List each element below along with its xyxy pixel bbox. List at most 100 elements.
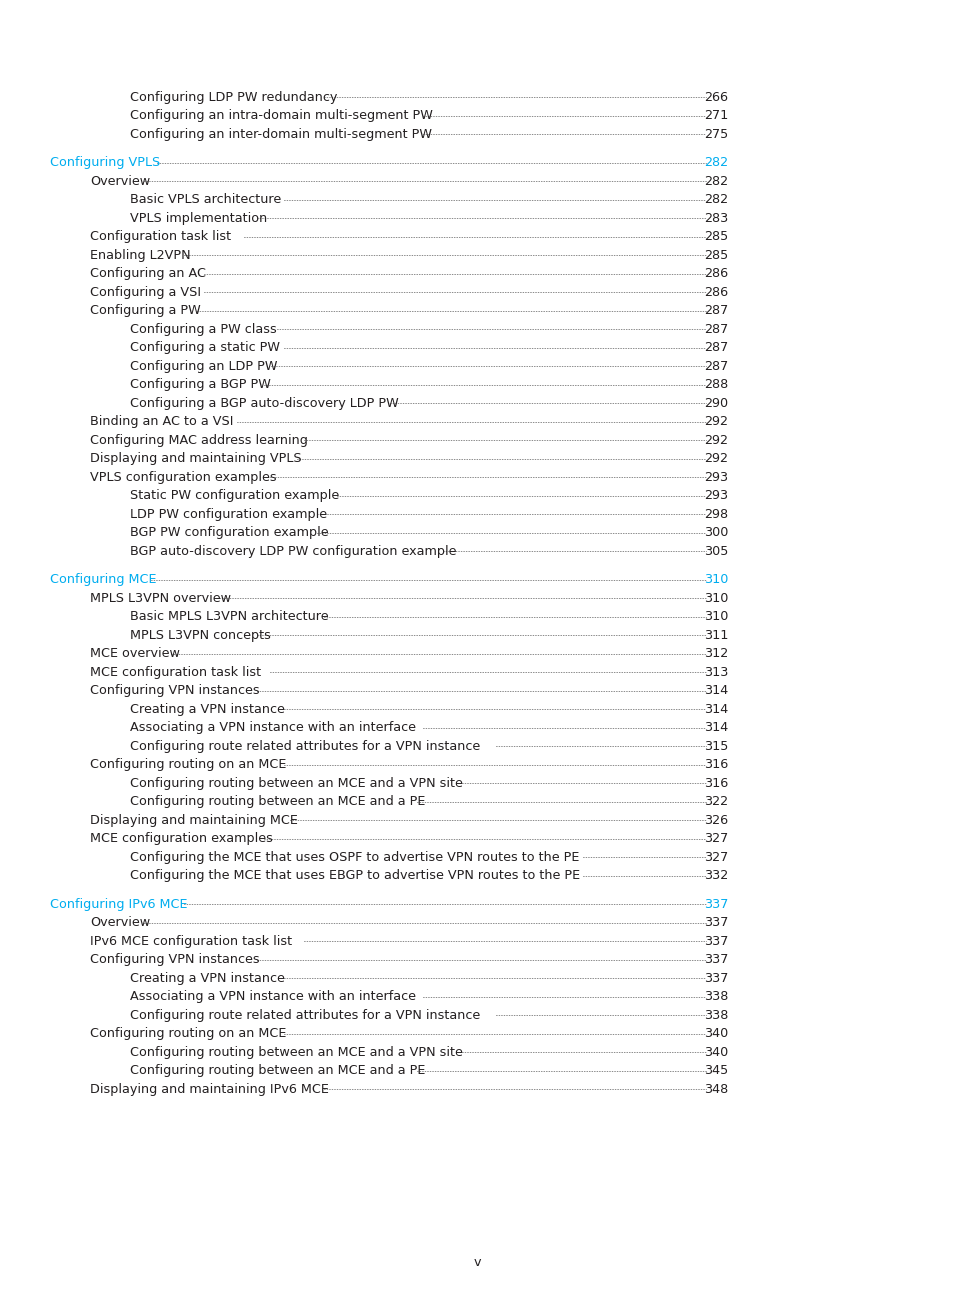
Text: 327: 327 bbox=[703, 832, 727, 845]
Text: Static PW configuration example: Static PW configuration example bbox=[130, 490, 339, 503]
Text: Associating a VPN instance with an interface: Associating a VPN instance with an inter… bbox=[130, 990, 416, 1003]
Text: 305: 305 bbox=[703, 544, 727, 557]
Text: 310: 310 bbox=[703, 592, 727, 605]
Text: 313: 313 bbox=[703, 666, 727, 679]
Text: MCE overview: MCE overview bbox=[90, 647, 180, 660]
Text: 316: 316 bbox=[703, 776, 727, 789]
Text: v: v bbox=[473, 1256, 480, 1269]
Text: Configuring a PW: Configuring a PW bbox=[90, 305, 200, 318]
Text: 314: 314 bbox=[703, 684, 727, 697]
Text: BGP PW configuration example: BGP PW configuration example bbox=[130, 526, 328, 539]
Text: 337: 337 bbox=[703, 934, 727, 947]
Text: 293: 293 bbox=[703, 490, 727, 503]
Text: Configuring the MCE that uses EBGP to advertise VPN routes to the PE: Configuring the MCE that uses EBGP to ad… bbox=[130, 870, 579, 883]
Text: Configuring routing between an MCE and a VPN site: Configuring routing between an MCE and a… bbox=[130, 776, 462, 789]
Text: Configuring MCE: Configuring MCE bbox=[50, 573, 156, 586]
Text: 287: 287 bbox=[703, 341, 727, 354]
Text: 288: 288 bbox=[703, 378, 727, 391]
Text: 322: 322 bbox=[703, 796, 727, 809]
Text: 275: 275 bbox=[703, 128, 727, 141]
Text: 316: 316 bbox=[703, 758, 727, 771]
Text: 283: 283 bbox=[703, 211, 727, 224]
Text: 292: 292 bbox=[703, 452, 727, 465]
Text: MPLS L3VPN concepts: MPLS L3VPN concepts bbox=[130, 629, 271, 642]
Text: 312: 312 bbox=[703, 647, 727, 660]
Text: 282: 282 bbox=[703, 157, 727, 170]
Text: 285: 285 bbox=[703, 249, 727, 262]
Text: 300: 300 bbox=[703, 526, 727, 539]
Text: Enabling L2VPN: Enabling L2VPN bbox=[90, 249, 191, 262]
Text: Configuring a BGP auto-discovery LDP PW: Configuring a BGP auto-discovery LDP PW bbox=[130, 397, 398, 410]
Text: 348: 348 bbox=[703, 1082, 727, 1095]
Text: Configuring routing between an MCE and a VPN site: Configuring routing between an MCE and a… bbox=[130, 1046, 462, 1059]
Text: Overview: Overview bbox=[90, 175, 150, 188]
Text: 282: 282 bbox=[703, 175, 727, 188]
Text: 337: 337 bbox=[703, 916, 727, 929]
Text: Configuring a PW class: Configuring a PW class bbox=[130, 323, 276, 336]
Text: 315: 315 bbox=[703, 740, 727, 753]
Text: Creating a VPN instance: Creating a VPN instance bbox=[130, 702, 285, 715]
Text: Configuring an intra-domain multi-segment PW: Configuring an intra-domain multi-segmen… bbox=[130, 109, 433, 122]
Text: Configuring IPv6 MCE: Configuring IPv6 MCE bbox=[50, 898, 188, 911]
Text: Configuring routing on an MCE: Configuring routing on an MCE bbox=[90, 1028, 286, 1041]
Text: LDP PW configuration example: LDP PW configuration example bbox=[130, 508, 327, 521]
Text: Displaying and maintaining MCE: Displaying and maintaining MCE bbox=[90, 814, 297, 827]
Text: 338: 338 bbox=[703, 1008, 727, 1021]
Text: Configuration task list: Configuration task list bbox=[90, 231, 231, 244]
Text: 285: 285 bbox=[703, 231, 727, 244]
Text: 338: 338 bbox=[703, 990, 727, 1003]
Text: Basic MPLS L3VPN architecture: Basic MPLS L3VPN architecture bbox=[130, 610, 328, 623]
Text: Displaying and maintaining IPv6 MCE: Displaying and maintaining IPv6 MCE bbox=[90, 1082, 329, 1095]
Text: 327: 327 bbox=[703, 850, 727, 863]
Text: Creating a VPN instance: Creating a VPN instance bbox=[130, 972, 285, 985]
Text: 310: 310 bbox=[703, 573, 727, 586]
Text: 287: 287 bbox=[703, 323, 727, 336]
Text: 310: 310 bbox=[703, 610, 727, 623]
Text: 337: 337 bbox=[703, 954, 727, 967]
Text: 345: 345 bbox=[703, 1064, 727, 1077]
Text: 287: 287 bbox=[703, 305, 727, 318]
Text: 292: 292 bbox=[703, 434, 727, 447]
Text: 340: 340 bbox=[703, 1046, 727, 1059]
Text: Configuring a BGP PW: Configuring a BGP PW bbox=[130, 378, 271, 391]
Text: Configuring MAC address learning: Configuring MAC address learning bbox=[90, 434, 308, 447]
Text: 314: 314 bbox=[703, 702, 727, 715]
Text: Associating a VPN instance with an interface: Associating a VPN instance with an inter… bbox=[130, 722, 416, 735]
Text: 340: 340 bbox=[703, 1028, 727, 1041]
Text: Configuring VPN instances: Configuring VPN instances bbox=[90, 684, 259, 697]
Text: BGP auto-discovery LDP PW configuration example: BGP auto-discovery LDP PW configuration … bbox=[130, 544, 456, 557]
Text: Configuring LDP PW redundancy: Configuring LDP PW redundancy bbox=[130, 91, 337, 104]
Text: VPLS implementation: VPLS implementation bbox=[130, 211, 267, 224]
Text: Configuring VPLS: Configuring VPLS bbox=[50, 157, 160, 170]
Text: Configuring an LDP PW: Configuring an LDP PW bbox=[130, 360, 277, 373]
Text: 326: 326 bbox=[703, 814, 727, 827]
Text: Configuring an inter-domain multi-segment PW: Configuring an inter-domain multi-segmen… bbox=[130, 128, 432, 141]
Text: 282: 282 bbox=[703, 193, 727, 206]
Text: Configuring the MCE that uses OSPF to advertise VPN routes to the PE: Configuring the MCE that uses OSPF to ad… bbox=[130, 850, 578, 863]
Text: VPLS configuration examples: VPLS configuration examples bbox=[90, 470, 276, 483]
Text: 290: 290 bbox=[703, 397, 727, 410]
Text: 286: 286 bbox=[703, 285, 727, 299]
Text: 314: 314 bbox=[703, 722, 727, 735]
Text: Configuring a VSI: Configuring a VSI bbox=[90, 285, 201, 299]
Text: 337: 337 bbox=[703, 972, 727, 985]
Text: Configuring VPN instances: Configuring VPN instances bbox=[90, 954, 259, 967]
Text: Configuring routing between an MCE and a PE: Configuring routing between an MCE and a… bbox=[130, 1064, 425, 1077]
Text: MCE configuration examples: MCE configuration examples bbox=[90, 832, 273, 845]
Text: 266: 266 bbox=[703, 91, 727, 104]
Text: 298: 298 bbox=[703, 508, 727, 521]
Text: 293: 293 bbox=[703, 470, 727, 483]
Text: Configuring route related attributes for a VPN instance: Configuring route related attributes for… bbox=[130, 740, 479, 753]
Text: Configuring route related attributes for a VPN instance: Configuring route related attributes for… bbox=[130, 1008, 479, 1021]
Text: Overview: Overview bbox=[90, 916, 150, 929]
Text: Configuring routing between an MCE and a PE: Configuring routing between an MCE and a… bbox=[130, 796, 425, 809]
Text: Configuring an AC: Configuring an AC bbox=[90, 267, 206, 280]
Text: Configuring routing on an MCE: Configuring routing on an MCE bbox=[90, 758, 286, 771]
Text: Binding an AC to a VSI: Binding an AC to a VSI bbox=[90, 415, 233, 428]
Text: Configuring a static PW: Configuring a static PW bbox=[130, 341, 280, 354]
Text: 286: 286 bbox=[703, 267, 727, 280]
Text: 337: 337 bbox=[703, 898, 727, 911]
Text: IPv6 MCE configuration task list: IPv6 MCE configuration task list bbox=[90, 934, 292, 947]
Text: Basic VPLS architecture: Basic VPLS architecture bbox=[130, 193, 281, 206]
Text: MPLS L3VPN overview: MPLS L3VPN overview bbox=[90, 592, 231, 605]
